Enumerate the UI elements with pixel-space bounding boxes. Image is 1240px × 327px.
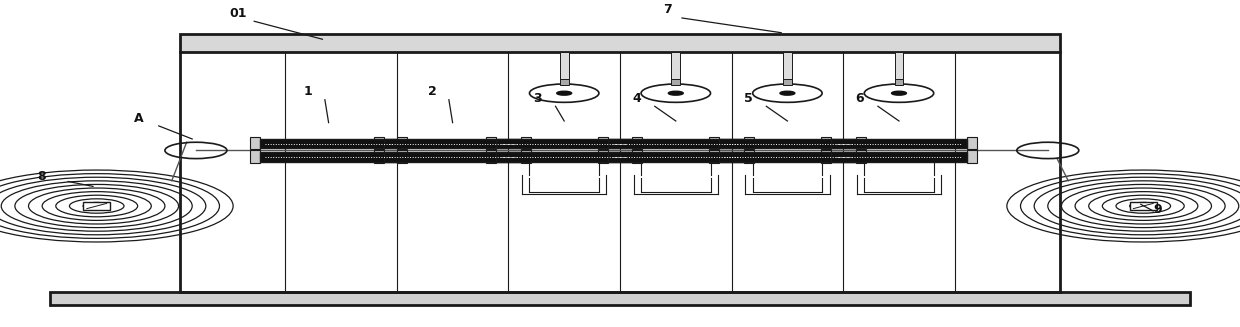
Text: 3: 3 (533, 92, 542, 105)
FancyBboxPatch shape (821, 137, 831, 149)
FancyBboxPatch shape (821, 150, 831, 163)
FancyBboxPatch shape (598, 137, 608, 149)
FancyBboxPatch shape (709, 150, 719, 163)
FancyBboxPatch shape (496, 139, 632, 148)
FancyBboxPatch shape (598, 150, 608, 163)
FancyBboxPatch shape (895, 79, 903, 85)
FancyBboxPatch shape (784, 79, 792, 85)
Text: 1: 1 (304, 85, 312, 98)
Text: 8: 8 (37, 170, 46, 183)
Text: 2: 2 (428, 85, 436, 98)
FancyBboxPatch shape (560, 79, 569, 85)
FancyBboxPatch shape (180, 34, 1060, 52)
Text: 9: 9 (1153, 203, 1162, 216)
FancyBboxPatch shape (521, 150, 531, 163)
Text: 6: 6 (856, 92, 864, 105)
FancyBboxPatch shape (831, 152, 967, 162)
FancyBboxPatch shape (496, 152, 632, 162)
Text: 01: 01 (229, 7, 247, 20)
FancyBboxPatch shape (744, 137, 754, 149)
FancyBboxPatch shape (672, 52, 681, 81)
FancyBboxPatch shape (672, 79, 681, 85)
FancyBboxPatch shape (397, 137, 407, 149)
FancyBboxPatch shape (83, 202, 110, 210)
FancyBboxPatch shape (521, 137, 531, 149)
FancyBboxPatch shape (486, 150, 496, 163)
FancyBboxPatch shape (608, 152, 744, 162)
FancyBboxPatch shape (895, 52, 903, 81)
FancyBboxPatch shape (1130, 202, 1157, 210)
FancyBboxPatch shape (374, 150, 384, 163)
FancyBboxPatch shape (608, 139, 744, 148)
Circle shape (668, 91, 683, 95)
FancyBboxPatch shape (260, 152, 397, 162)
FancyBboxPatch shape (384, 139, 521, 148)
FancyBboxPatch shape (560, 52, 569, 81)
FancyBboxPatch shape (260, 139, 397, 148)
Circle shape (780, 91, 795, 95)
FancyBboxPatch shape (856, 137, 866, 149)
Text: 7: 7 (663, 3, 672, 16)
FancyBboxPatch shape (486, 137, 496, 149)
FancyBboxPatch shape (50, 292, 1190, 305)
FancyBboxPatch shape (856, 150, 866, 163)
FancyBboxPatch shape (250, 137, 260, 149)
FancyBboxPatch shape (632, 150, 642, 163)
Circle shape (557, 91, 572, 95)
FancyBboxPatch shape (709, 137, 719, 149)
FancyBboxPatch shape (784, 52, 792, 81)
FancyBboxPatch shape (719, 139, 856, 148)
FancyBboxPatch shape (374, 137, 384, 149)
FancyBboxPatch shape (250, 150, 260, 163)
FancyBboxPatch shape (397, 150, 407, 163)
FancyBboxPatch shape (967, 150, 977, 163)
Text: A: A (134, 112, 144, 125)
FancyBboxPatch shape (831, 139, 967, 148)
FancyBboxPatch shape (967, 137, 977, 149)
FancyBboxPatch shape (632, 137, 642, 149)
FancyBboxPatch shape (384, 152, 521, 162)
FancyBboxPatch shape (719, 152, 856, 162)
Text: 4: 4 (632, 92, 641, 105)
Circle shape (892, 91, 906, 95)
FancyBboxPatch shape (744, 150, 754, 163)
Text: 5: 5 (744, 92, 753, 105)
